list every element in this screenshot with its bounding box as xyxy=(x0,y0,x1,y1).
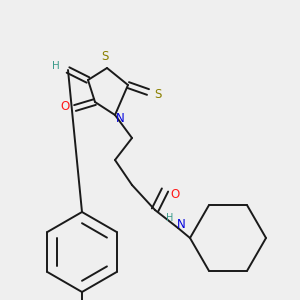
Text: H: H xyxy=(52,61,60,71)
Text: S: S xyxy=(154,88,162,100)
Text: S: S xyxy=(101,50,109,62)
Text: O: O xyxy=(170,188,180,200)
Text: H: H xyxy=(166,213,174,223)
Text: N: N xyxy=(116,112,124,125)
Text: O: O xyxy=(60,100,70,112)
Text: N: N xyxy=(177,218,185,232)
